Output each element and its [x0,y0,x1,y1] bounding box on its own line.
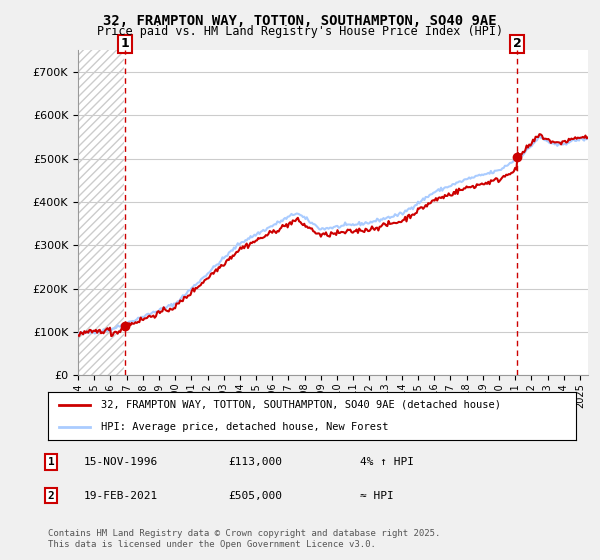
Text: £113,000: £113,000 [228,457,282,467]
Text: 1: 1 [47,457,55,467]
Text: 2: 2 [513,38,521,50]
Text: 15-NOV-1996: 15-NOV-1996 [84,457,158,467]
Text: 2: 2 [47,491,55,501]
Text: 1: 1 [120,38,129,50]
Text: HPI: Average price, detached house, New Forest: HPI: Average price, detached house, New … [101,422,388,432]
Text: ≈ HPI: ≈ HPI [360,491,394,501]
Text: 32, FRAMPTON WAY, TOTTON, SOUTHAMPTON, SO40 9AE: 32, FRAMPTON WAY, TOTTON, SOUTHAMPTON, S… [103,14,497,28]
Text: Contains HM Land Registry data © Crown copyright and database right 2025.
This d: Contains HM Land Registry data © Crown c… [48,529,440,549]
Text: 4% ↑ HPI: 4% ↑ HPI [360,457,414,467]
Text: Price paid vs. HM Land Registry's House Price Index (HPI): Price paid vs. HM Land Registry's House … [97,25,503,38]
Text: 19-FEB-2021: 19-FEB-2021 [84,491,158,501]
Text: 32, FRAMPTON WAY, TOTTON, SOUTHAMPTON, SO40 9AE (detached house): 32, FRAMPTON WAY, TOTTON, SOUTHAMPTON, S… [101,400,501,410]
Text: £505,000: £505,000 [228,491,282,501]
